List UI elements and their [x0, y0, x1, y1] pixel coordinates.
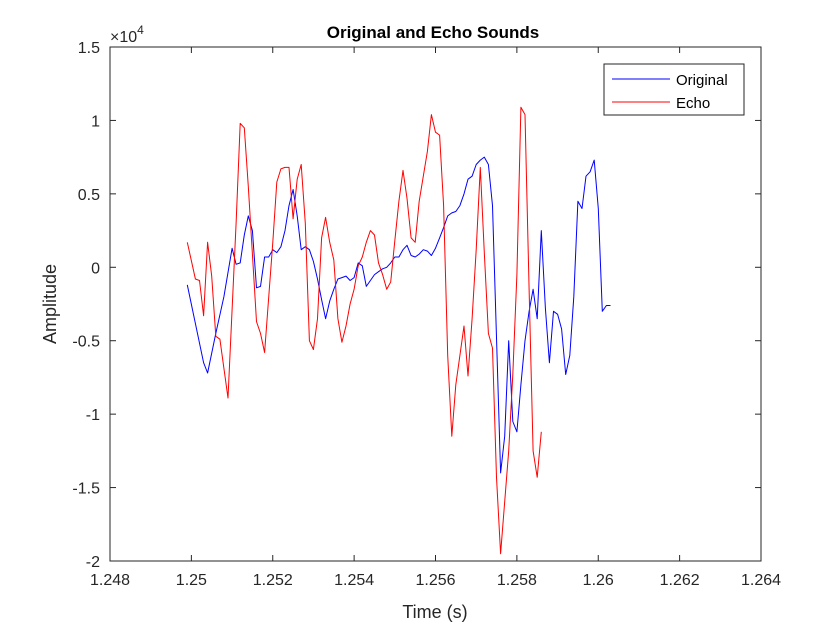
y-axis-exponent-power: 4	[137, 23, 144, 37]
series-line-echo	[186, 106, 542, 555]
y-tick-label: -0.5	[72, 334, 100, 351]
y-axis-ticks: -2 -1.5 -1 -0.5 0 0.5 1 1.5	[72, 40, 761, 571]
x-tick-label: 1.25	[176, 572, 207, 589]
legend-label-original: Original	[676, 72, 728, 89]
chart-title: Original and Echo Sounds	[327, 23, 540, 42]
x-tick-label: 1.26	[583, 572, 614, 589]
y-axis-exponent: ×104	[110, 23, 144, 46]
x-tick-label: 1.264	[741, 572, 781, 589]
y-tick-label: 0	[91, 260, 100, 277]
legend: Original Echo	[603, 63, 745, 116]
legend-label-echo: Echo	[676, 95, 710, 112]
legend-box	[603, 63, 745, 116]
y-axis-label: Amplitude	[40, 264, 60, 344]
plot-area	[109, 46, 762, 562]
y-tick-label: 1	[91, 113, 100, 130]
y-axis-exponent-base: ×10	[110, 29, 137, 46]
x-tick-label: 1.254	[334, 572, 374, 589]
y-tick-label: -2	[86, 554, 100, 571]
x-tick-label: 1.252	[253, 572, 293, 589]
x-axis-ticks: 1.248 1.25 1.252 1.254 1.256 1.258 1.26 1.262 1.…	[90, 47, 781, 589]
x-tick-label: 1.262	[660, 572, 700, 589]
x-tick-label: 1.258	[497, 572, 537, 589]
y-tick-label: -1.5	[72, 481, 100, 498]
series-line-original	[186, 156, 611, 474]
x-tick-label: 1.248	[90, 572, 130, 589]
x-tick-label: 1.256	[415, 572, 455, 589]
y-tick-label: 0.5	[78, 187, 100, 204]
y-tick-label: 1.5	[78, 40, 100, 57]
x-axis-label: Time (s)	[402, 602, 467, 622]
y-tick-label: -1	[86, 407, 100, 424]
series-lines	[186, 106, 611, 555]
